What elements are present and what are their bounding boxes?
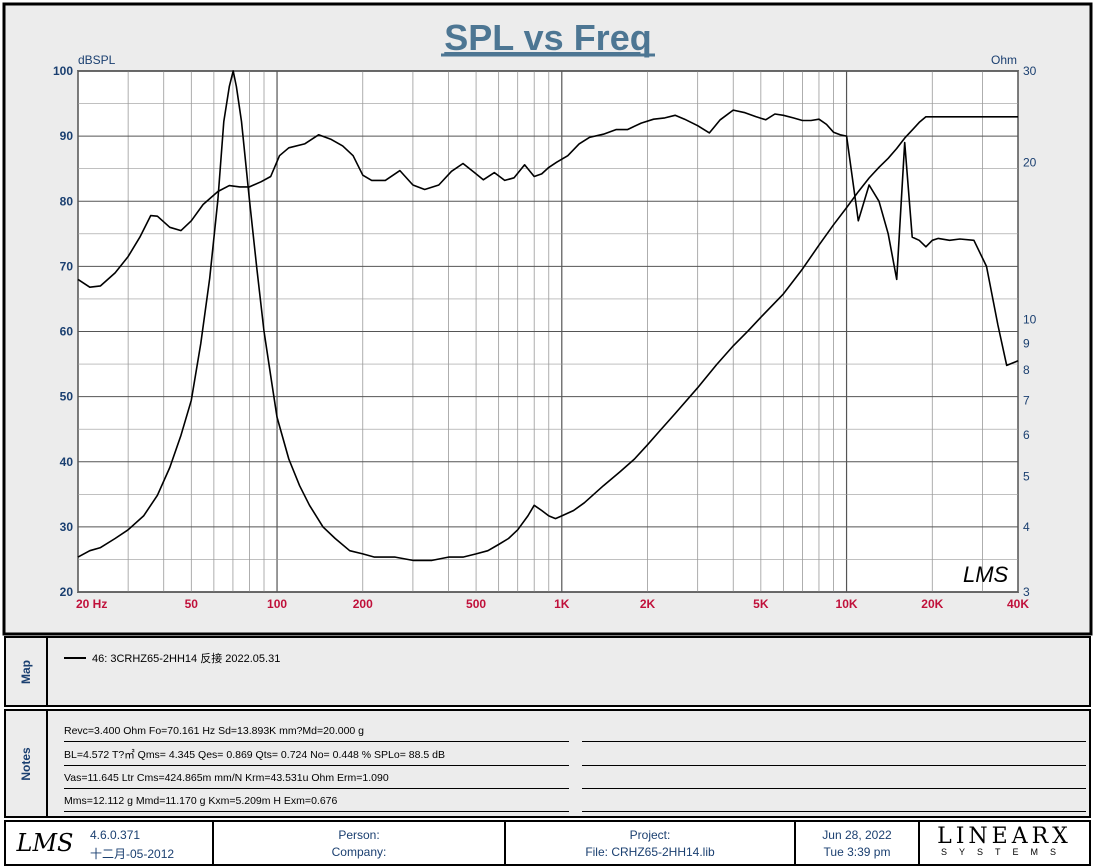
note-line-3: Vas=11.645 Ltr Cms=424.865m mm/N Krm=43.… (64, 770, 569, 789)
y2-tick-label: 8 (1023, 363, 1030, 377)
x-tick-label: 20 Hz (76, 597, 107, 611)
footer-bar: LMS 4.6.0.371 十二月-05-2012 Person: Compan… (4, 820, 1091, 866)
version-date: 十二月-05-2012 (90, 847, 175, 861)
notes-panel: Notes Revc=3.400 Ohm Fo=70.161 Hz Sd=13.… (4, 709, 1091, 818)
linearx-subtitle: SYSTEMS (940, 847, 1068, 857)
y-tick-label: 100 (53, 64, 73, 78)
y2-tick-label: 20 (1023, 156, 1037, 170)
footer-logo-cell: LMS (6, 822, 84, 864)
file-name: File: CRHZ65-2HH14.lib (585, 845, 715, 859)
map-entry[interactable]: 46: 3CRHZ65-2HH14 反接 2022.05.31 (64, 650, 280, 666)
notes-sidebar: Notes (6, 711, 48, 816)
y-tick-label: 60 (60, 325, 74, 339)
y-tick-label: 90 (60, 129, 74, 143)
linearx-logo: LINEARX (937, 824, 1072, 849)
x-tick-label: 10K (836, 597, 858, 611)
y-tick-label: 30 (60, 520, 74, 534)
y-tick-label: 40 (60, 455, 74, 469)
y2-tick-label: 3 (1023, 585, 1030, 599)
y2-tick-label: 30 (1023, 64, 1037, 78)
x-tick-label: 1K (554, 597, 570, 611)
y2-tick-label: 7 (1023, 393, 1030, 407)
y-tick-label: 50 (60, 390, 74, 404)
note-blank-4 (582, 793, 1086, 812)
note-blank-2 (582, 747, 1086, 766)
x-tick-label: 2K (640, 597, 656, 611)
footer-date-cell: Jun 28, 2022 Tue 3:39 pm (796, 822, 920, 864)
map-panel: Map 46: 3CRHZ65-2HH14 反接 2022.05.31 (4, 636, 1091, 707)
axis-ticks: 20 Hz 50 100 200 500 1K 2K 5K 10K 20K 40K 100 90 80 70… (53, 64, 1037, 611)
note-line-1: Revc=3.400 Ohm Fo=70.161 Hz Sd=13.893K m… (64, 723, 569, 742)
footer-brand-cell: LINEARX SYSTEMS (920, 822, 1089, 864)
x-tick-label: 500 (466, 597, 486, 611)
version-text: 4.6.0.371 (90, 828, 141, 842)
person-label: Person: (338, 828, 380, 842)
map-entry-text: 46: 3CRHZ65-2HH14 反接 2022.05.31 (92, 653, 281, 665)
report-time: Tue 3:39 pm (823, 845, 891, 859)
footer-project-cell: Project: File: CRHZ65-2HH14.lib (506, 822, 796, 864)
footer-person-cell: Person: Company: (214, 822, 506, 864)
spl-chart: SPL vs Freq dBSPL Ohm 20 Hz 50 100 200 500 1K… (2, 2, 1093, 636)
impedance-curve (77, 70, 1018, 562)
grid (77, 70, 1019, 593)
report-date: Jun 28, 2022 (822, 828, 892, 842)
note-blank-1 (582, 723, 1086, 742)
map-sidebar: Map (6, 638, 48, 705)
note-line-4: Mms=12.112 g Mmd=11.170 g Kxm=5.209m H E… (64, 793, 569, 812)
y-tick-label: 20 (60, 585, 74, 599)
note-blank-3 (582, 770, 1086, 789)
y2-tick-label: 4 (1023, 520, 1030, 534)
project-label: Project: (629, 828, 671, 842)
y-tick-label: 80 (60, 194, 74, 208)
footer-version-cell: 4.6.0.371 十二月-05-2012 (84, 822, 214, 864)
x-tick-label: 100 (267, 597, 287, 611)
y2-tick-label: 5 (1023, 469, 1030, 483)
y2-tick-label: 9 (1023, 336, 1030, 350)
legend-line-icon (64, 657, 86, 659)
company-label: Company: (331, 845, 387, 859)
chart-title: SPL vs Freq (444, 17, 651, 58)
y-tick-label: 70 (60, 259, 74, 273)
note-line-2: BL=4.572 T?㎡ Qms= 4.345 Qes= 0.869 Qts= … (64, 747, 569, 766)
x-tick-label: 200 (353, 597, 373, 611)
x-tick-label: 40K (1007, 597, 1029, 611)
y2-tick-label: 6 (1023, 428, 1030, 442)
x-tick-label: 5K (753, 597, 769, 611)
lms-logo: LMS (16, 829, 74, 857)
lms-watermark: LMS (963, 562, 1009, 587)
x-tick-label: 50 (185, 597, 199, 611)
map-label: Map (19, 659, 33, 684)
left-axis-label: dBSPL (78, 53, 116, 67)
x-tick-label: 20K (921, 597, 943, 611)
y2-tick-label: 10 (1023, 313, 1037, 327)
series-group (77, 70, 1019, 562)
notes-label: Notes (19, 746, 33, 781)
right-axis-label: Ohm (991, 53, 1017, 67)
